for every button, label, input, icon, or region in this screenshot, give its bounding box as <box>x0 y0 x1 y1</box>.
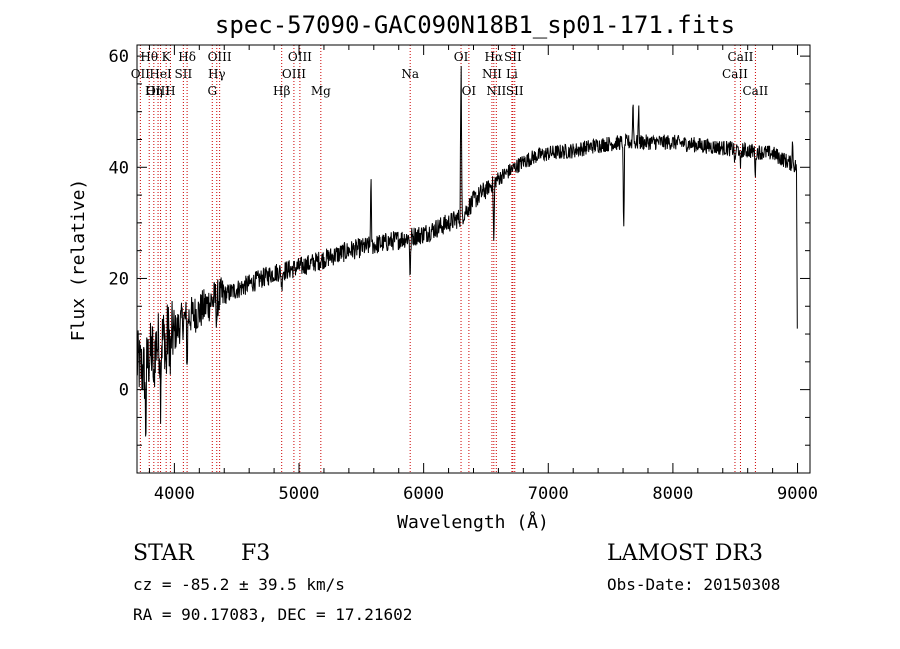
line-marker-label: NII <box>486 84 506 98</box>
line-marker-label: CaII <box>728 50 754 64</box>
line-marker-label: CaII <box>722 67 748 81</box>
x-tick-label: 9000 <box>777 484 818 504</box>
line-marker-label: SII <box>504 50 522 64</box>
x-axis-label: Wavelength (Å) <box>397 511 549 533</box>
line-marker-labels: OIIHθOIIIHeIHηKHSIIHδGOIIIHγHβOIIIOIIIMg… <box>131 50 769 98</box>
line-marker-label: Na <box>401 67 419 81</box>
y-tick-label: 40 <box>109 158 129 178</box>
line-marker-label: Mg <box>311 84 331 98</box>
x-tick-label: 4000 <box>154 484 195 504</box>
line-marker-label: HeI <box>149 67 172 81</box>
line-marker-label: NII <box>482 67 502 81</box>
y-tick-label: 0 <box>119 381 129 401</box>
line-markers <box>139 45 756 473</box>
line-marker-label: OI <box>454 50 469 64</box>
object-subclass: F3 <box>241 541 270 566</box>
obs-date: Obs-Date: 20150308 <box>607 575 780 594</box>
y-tick-label: 20 <box>109 269 129 289</box>
spectrum-line <box>136 66 798 437</box>
line-marker-label: Hθ <box>140 50 158 64</box>
line-marker-label: OIII <box>208 50 232 64</box>
survey-name: LAMOST DR3 <box>607 541 763 566</box>
line-marker-label: Hη <box>145 84 163 98</box>
line-marker-label: Li <box>506 67 518 81</box>
line-marker-label: OI <box>462 84 477 98</box>
y-axis-ticks: 0 20 40 60 <box>109 47 810 446</box>
line-marker-label: H <box>165 84 175 98</box>
line-marker-label: Hβ <box>273 84 290 98</box>
line-marker-label: OIII <box>288 50 312 64</box>
y-axis-label: Flux (relative) <box>68 179 89 342</box>
x-tick-label: 8000 <box>652 484 693 504</box>
line-marker-label: G <box>207 84 217 98</box>
plot-frame <box>136 44 811 474</box>
x-tick-label: 6000 <box>403 484 444 504</box>
y-tick-label: 60 <box>109 47 129 67</box>
line-marker-label: Hδ <box>178 50 196 64</box>
x-tick-label: 7000 <box>528 484 569 504</box>
line-marker-label: OII <box>131 67 151 81</box>
line-marker-label: K <box>162 50 172 64</box>
line-marker-label: OIII <box>282 67 306 81</box>
object-type: STAR <box>133 541 195 566</box>
line-marker-label: OIII <box>146 84 170 98</box>
line-marker-label: Hγ <box>208 67 226 81</box>
line-marker-label: SII <box>175 67 193 81</box>
x-tick-label: 5000 <box>279 484 320 504</box>
line-marker-label: SII <box>506 84 524 98</box>
redshift-readout: cz = -85.2 ± 39.5 km/s <box>133 575 345 594</box>
line-marker-label: Hα <box>485 50 504 64</box>
x-axis-ticks: 4000 5000 6000 7000 8000 9000 <box>148 45 818 504</box>
line-marker-label: CaII <box>742 84 768 98</box>
coordinates: RA = 90.17083, DEC = 17.21602 <box>133 605 412 624</box>
chart-title: spec-57090-GAC090N18B1_sp01-171.fits <box>215 11 735 39</box>
